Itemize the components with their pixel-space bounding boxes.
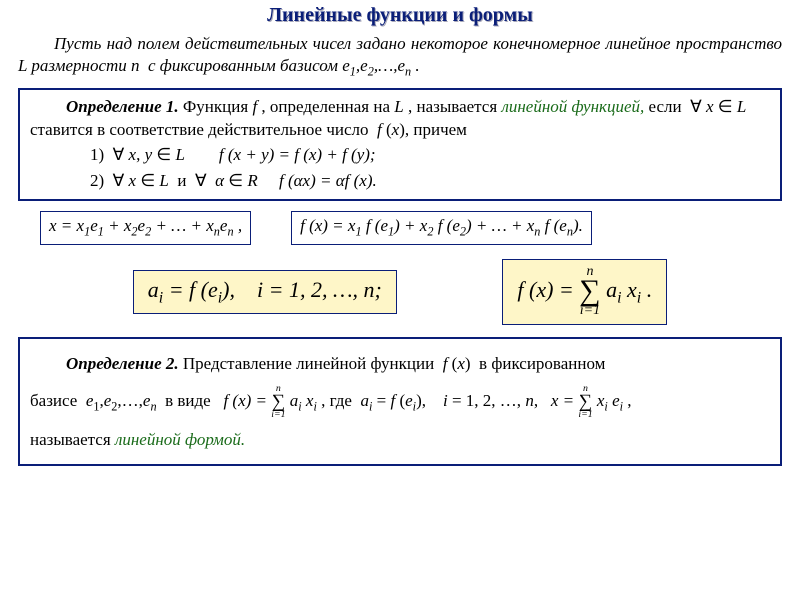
sum-bot: i=1 xyxy=(579,305,600,318)
intro-text: Пусть над полем действительных чисел зад… xyxy=(18,34,782,75)
equation-x-decomp: x = x1e1 + x2e2 + … + xnen , xyxy=(40,211,251,244)
def1-f: f xyxy=(252,97,257,116)
equation-fx-decomp: f (x) = x1 f (e1) + x2 f (e2) + … + xn f… xyxy=(291,211,592,244)
def1-text-b: , определенная на xyxy=(261,97,394,116)
def1-L: L xyxy=(394,97,403,116)
equation-row-2: ai = f (ei), i = 1, 2, …, n; f (x) = n ∑… xyxy=(0,251,800,333)
page-title: Линейные функции и формы xyxy=(0,0,800,27)
def1-item-2: 2) ∀ x ∈ L и ∀ α ∈ R f (αx) = αf (x). xyxy=(90,168,770,194)
def1-item2-eq: f (αx) = αf (x). xyxy=(279,171,377,190)
eq-sum-right: ai xi . xyxy=(606,277,652,302)
def2-sum-1: f (x) = n ∑ i=1 ai xi xyxy=(223,391,321,410)
def1-item1-pre: 1) ∀ x, y ∈ L xyxy=(90,145,185,164)
def2-text-a: Представление линейной функции f (x) в ф… xyxy=(183,354,606,373)
def1-item1-eq: f (x + y) = f (x) + f (y); xyxy=(219,145,376,164)
definition-1-list: 1) ∀ x, y ∈ L f (x + y) = f (x) + f (y);… xyxy=(30,142,770,193)
def1-item-1: 1) ∀ x, y ∈ L f (x + y) = f (x) + f (y); xyxy=(90,142,770,168)
def2-line-3: называется линейной формой. xyxy=(30,430,245,449)
sigma-icon-3: n ∑ i=1 xyxy=(578,385,592,420)
def2-sum-2: x = n ∑ i=1 xi ei xyxy=(551,391,627,410)
equation-ai: ai = f (ei), i = 1, 2, …, n; xyxy=(133,270,397,314)
def2-label: Определение 2. xyxy=(66,354,179,373)
eq-sum-left: f (x) = xyxy=(517,277,579,302)
definition-1-box: Определение 1. Функция f , определенная … xyxy=(18,88,782,201)
equation-sum: f (x) = n ∑ i=1 ai xi . xyxy=(502,259,667,325)
def2-text-e: называется xyxy=(30,430,115,449)
def2-line-2: базисе e1,e2,…,en в виде f (x) = n ∑ i=1… xyxy=(30,391,632,410)
def1-text-a: Функция xyxy=(183,97,253,116)
equation-row-1: x = x1e1 + x2e2 + … + xnen , f (x) = x1 … xyxy=(0,205,800,250)
def2-term: линейной формой. xyxy=(115,430,245,449)
sigma-icon: n ∑ i=1 xyxy=(579,266,600,318)
def1-term: линейной функцией, xyxy=(501,97,644,116)
definition-2-box: Определение 2. Представление линейной фу… xyxy=(18,337,782,466)
sigma-icon-2: n ∑ i=1 xyxy=(271,385,285,420)
intro-paragraph: Пусть над полем действительных чисел зад… xyxy=(0,27,800,84)
def1-label: Определение 1. xyxy=(66,97,179,116)
sum-sigma: ∑ xyxy=(579,278,600,305)
definition-2-body: Определение 2. Представление линейной фу… xyxy=(30,345,770,458)
definition-1-body: Определение 1. Функция f , определенная … xyxy=(30,96,770,142)
def1-text-c: , называется xyxy=(408,97,501,116)
def1-item2-pre: 2) ∀ x ∈ L и ∀ α ∈ R xyxy=(90,171,258,190)
